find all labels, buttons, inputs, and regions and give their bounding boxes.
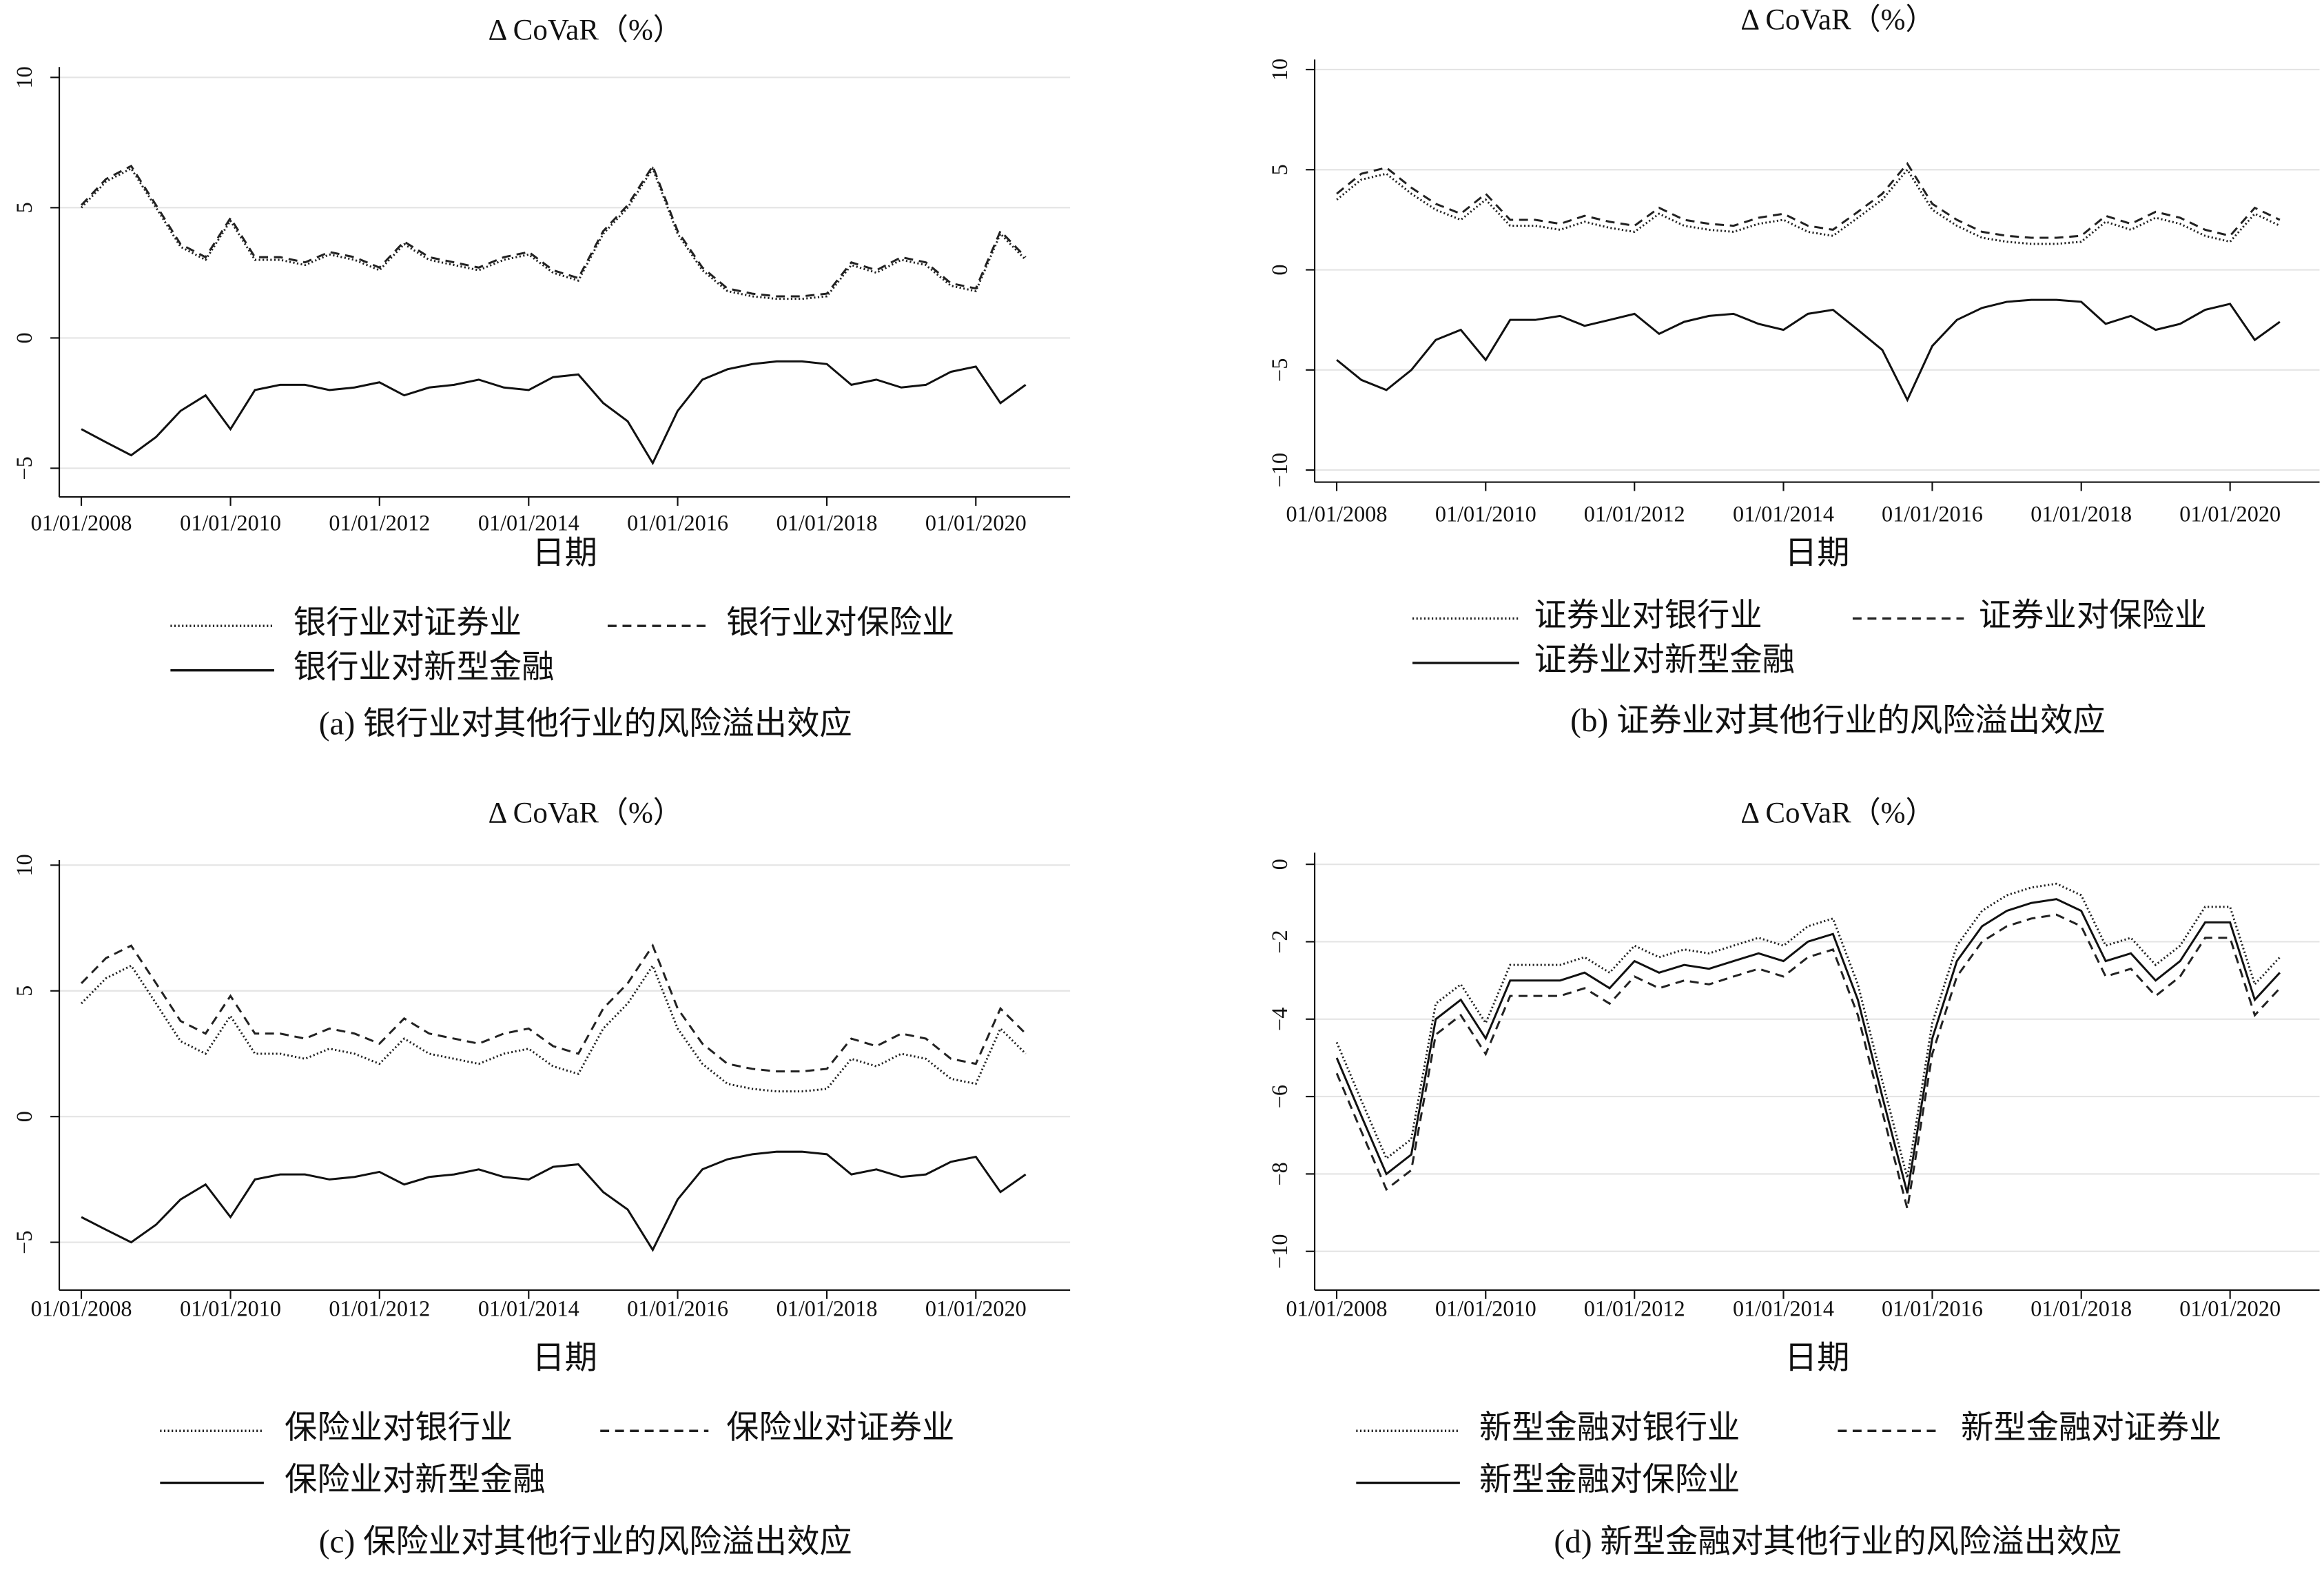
x-tick-label: 01/01/2008: [1286, 501, 1388, 526]
x-tick-label: 01/01/2010: [180, 1296, 281, 1320]
y-tick-label: −8: [1267, 1162, 1292, 1185]
legend-label: 证券业对保险业: [1979, 598, 2207, 633]
y-tick-label: −5: [12, 456, 37, 480]
x-tick-label: 01/01/2008: [31, 510, 132, 535]
y-tick-label: 0: [12, 332, 37, 343]
x-tick-label: 01/01/2020: [2179, 501, 2281, 526]
y-tick-label: −6: [1267, 1085, 1292, 1108]
legend-label: 证券业对新型金融: [1534, 642, 1795, 678]
x-tick-label: 01/01/2016: [627, 1296, 728, 1320]
legend-label: 新型金融对证券业: [1961, 1410, 2222, 1446]
series-line: [1335, 882, 2281, 1178]
series-line: [1336, 161, 2281, 239]
y-tick-label: 10: [12, 66, 37, 88]
y-tick-label: 10: [12, 854, 37, 876]
x-tick-label: 01/01/2018: [2030, 501, 2132, 526]
x-tick-label: 01/01/2008: [1286, 1296, 1388, 1320]
y-tick-label: −10: [1267, 453, 1292, 487]
x-tick-label: 01/01/2016: [1882, 501, 1983, 526]
x-axis-label: 日期: [532, 535, 597, 571]
x-tick-label: 01/01/2016: [1882, 1296, 1983, 1320]
legend-label: 银行业对新型金融: [294, 650, 555, 686]
x-tick-label: 01/01/2020: [925, 510, 1027, 535]
x-tick-label: 01/01/2016: [627, 510, 728, 535]
x-tick-label: 01/01/2020: [925, 1296, 1027, 1320]
y-tick-label: −4: [1267, 1008, 1292, 1031]
legend-label: 保险业对证券业: [726, 1410, 954, 1446]
series-line: [1336, 167, 2281, 245]
x-tick-label: 01/01/2014: [1733, 1296, 1834, 1320]
caption: (c) 保险业对其他行业的风险溢出效应: [319, 1524, 852, 1560]
legend-label: 保险业对新型金融: [285, 1462, 546, 1498]
x-tick-label: 01/01/2012: [329, 1296, 430, 1320]
legend-label: 新型金融对银行业: [1479, 1410, 1740, 1446]
x-tick-label: 01/01/2018: [2030, 1296, 2132, 1320]
x-tick-label: 01/01/2018: [777, 1296, 878, 1320]
legend-label: 证券业对银行业: [1534, 598, 1762, 633]
series-line: [81, 163, 1027, 298]
y-tick-label: 5: [12, 202, 37, 213]
x-axis-label: 日期: [1785, 1340, 1850, 1376]
chart-title: Δ CoVaR（%）: [489, 797, 683, 829]
chart-title: Δ CoVaR（%）: [489, 14, 683, 47]
series-line: [81, 943, 1027, 1073]
x-tick-label: 01/01/2014: [1733, 501, 1834, 526]
x-tick-label: 01/01/2012: [329, 510, 430, 535]
x-tick-label: 01/01/2010: [1435, 1296, 1536, 1320]
caption: (d) 新型金融对其他行业的风险溢出效应: [1554, 1524, 2121, 1560]
y-tick-label: 5: [1267, 164, 1292, 175]
series-line: [81, 1150, 1027, 1252]
legend-label: 银行业对证券业: [294, 605, 522, 641]
series-line: [81, 166, 1027, 300]
caption: (b) 证券业对其他行业的风险溢出效应: [1570, 703, 2106, 739]
y-tick-label: −5: [1267, 358, 1292, 382]
x-axis-label: 日期: [532, 1340, 597, 1376]
series-line: [1335, 898, 2281, 1194]
legend-label: 新型金融对保险业: [1479, 1462, 1740, 1498]
legend-label: 保险业对银行业: [285, 1410, 513, 1446]
x-axis-label: 日期: [1785, 535, 1850, 571]
chart-title: Δ CoVaR（%）: [1740, 4, 1935, 37]
series-line: [1335, 913, 2281, 1209]
x-tick-label: 01/01/2012: [1584, 1296, 1685, 1320]
series-line: [1336, 298, 2281, 402]
y-tick-label: 0: [12, 1111, 37, 1122]
y-tick-label: 5: [12, 986, 37, 997]
x-tick-label: 01/01/2008: [31, 1296, 132, 1320]
x-tick-label: 01/01/2010: [1435, 501, 1536, 526]
y-tick-label: 0: [1267, 859, 1292, 870]
x-tick-label: 01/01/2010: [180, 510, 281, 535]
y-tick-label: −2: [1267, 930, 1292, 953]
x-tick-label: 01/01/2014: [478, 510, 579, 535]
series-line: [81, 963, 1027, 1093]
x-tick-label: 01/01/2014: [478, 1296, 579, 1320]
y-tick-label: −10: [1267, 1234, 1292, 1269]
y-tick-label: 10: [1267, 59, 1292, 81]
x-tick-label: 01/01/2018: [777, 510, 878, 535]
y-tick-label: 0: [1267, 264, 1292, 275]
chart-title: Δ CoVaR（%）: [1740, 797, 1935, 829]
caption: (a) 银行业对其他行业的风险溢出效应: [319, 706, 852, 742]
y-tick-label: −5: [12, 1230, 37, 1254]
series-line: [81, 360, 1027, 466]
x-tick-label: 01/01/2020: [2179, 1296, 2281, 1320]
x-tick-label: 01/01/2012: [1584, 501, 1685, 526]
legend-label: 银行业对保险业: [726, 605, 954, 641]
